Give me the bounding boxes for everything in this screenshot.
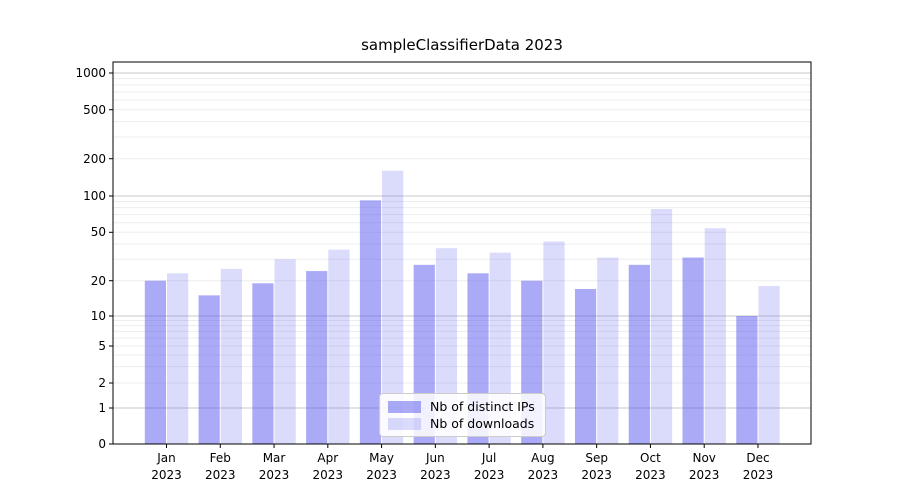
legend-entry-downloads: Nb of downloads xyxy=(388,416,537,431)
x-tick-label-may: May 2023 xyxy=(366,451,397,482)
y-tick-label-0: 0 xyxy=(98,437,106,451)
bar-ips-sep xyxy=(574,288,597,444)
chart-title: sampleClassifierData 2023 xyxy=(361,36,563,54)
bar-ips-jan xyxy=(144,280,166,444)
x-tick-label-dec: Dec 2023 xyxy=(742,451,774,482)
legend-swatch-downloads xyxy=(388,417,421,430)
bar-ips-may xyxy=(359,200,382,444)
plot-border xyxy=(112,61,812,445)
y-tick-label-100: 100 xyxy=(83,189,106,203)
bar-downloads-aug xyxy=(543,241,565,444)
bar-ips-mar xyxy=(252,283,274,444)
legend-swatch-distinct-ips xyxy=(388,400,421,413)
x-tick-label-jan: Jan 2023 xyxy=(151,451,182,482)
bar-downloads-feb xyxy=(220,268,242,444)
legend-label-distinct-ips: Nb of distinct IPs xyxy=(430,399,535,414)
bar-ips-nov xyxy=(682,257,704,444)
legend-label-downloads: Nb of downloads xyxy=(430,416,535,431)
x-tick-label-jun: Jun 2023 xyxy=(420,451,451,482)
y-tick-label-2: 2 xyxy=(98,376,106,390)
legend-entry-distinct-ips: Nb of distinct IPs xyxy=(388,399,537,414)
y-tick-label-1000: 1000 xyxy=(75,66,106,80)
y-tick-label-50: 50 xyxy=(90,225,106,240)
x-tick-label-apr: Apr 2023 xyxy=(312,451,344,482)
bar-ips-dec xyxy=(736,316,758,444)
y-tick-label-500: 500 xyxy=(83,102,106,117)
x-tick-label-oct: Oct 2023 xyxy=(635,451,666,482)
x-tick-label-sep: Sep 2023 xyxy=(581,451,612,482)
y-tick-label-200: 200 xyxy=(83,151,106,166)
x-tick-label-jul: Jul 2023 xyxy=(473,451,505,482)
x-tick-label-aug: Aug 2023 xyxy=(527,451,559,482)
y-tick-label-20: 20 xyxy=(90,273,106,288)
bar-downloads-sep xyxy=(597,257,619,444)
bar-ips-apr xyxy=(306,271,328,444)
bar-downloads-nov xyxy=(704,228,726,444)
bar-downloads-jan xyxy=(167,273,189,444)
x-tick-label-mar: Mar 2023 xyxy=(258,451,290,482)
bar-ips-oct xyxy=(628,264,650,444)
x-tick-label-feb: Feb 2023 xyxy=(204,451,236,482)
x-tick-label-nov: Nov 2023 xyxy=(688,451,720,482)
y-tick-label-1: 1 xyxy=(98,401,106,415)
y-tick-label-10: 10 xyxy=(90,309,106,323)
bar-downloads-dec xyxy=(758,286,780,444)
bar-downloads-oct xyxy=(650,209,673,444)
bar-downloads-apr xyxy=(328,249,350,444)
y-tick-label-5: 5 xyxy=(98,339,106,353)
legend: Nb of distinct IPs Nb of downloads xyxy=(379,393,546,437)
bar-downloads-may xyxy=(382,170,404,444)
bar-ips-feb xyxy=(198,295,220,444)
bar-downloads-mar xyxy=(274,259,296,444)
